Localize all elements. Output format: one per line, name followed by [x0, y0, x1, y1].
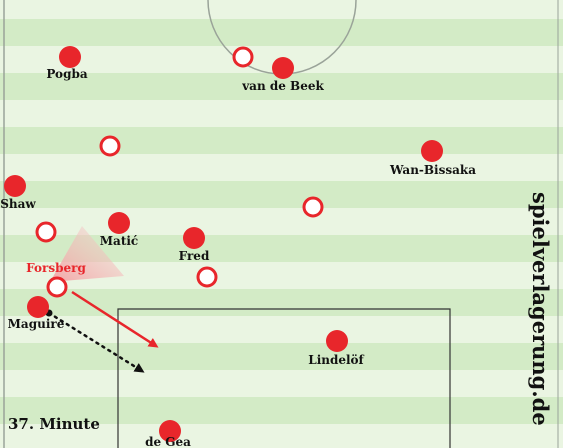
player-van-de-beek: van de Beek: [241, 57, 324, 93]
player-label: Shaw: [0, 197, 36, 211]
forsberg-run-arrow: [71, 290, 159, 348]
player-dot: [27, 296, 49, 318]
penalty-box: [117, 308, 451, 448]
player-lindeloef: Lindelöf: [308, 330, 365, 367]
player-dot: [272, 57, 294, 79]
player-dot: [59, 46, 81, 68]
player-forsberg: Forsberg: [26, 261, 86, 298]
grass-stripe: [0, 0, 563, 19]
player-fred: Fred: [179, 227, 210, 263]
grass-stripe: [0, 181, 563, 208]
grass-stripe: [0, 370, 563, 397]
grass-stripe: [0, 316, 563, 343]
player-wan-bissaka: Wan-Bissaka: [389, 140, 476, 177]
pressing-cone: [50, 226, 124, 282]
ball-path-arrow: [47, 311, 145, 373]
player-label: de Gea: [145, 435, 191, 448]
grass-stripe: [0, 343, 563, 370]
player-label: Pogba: [46, 67, 87, 81]
player-matic: Matić: [100, 212, 138, 248]
opponent-marker: [99, 135, 121, 157]
grass-stripe: [0, 208, 563, 235]
player-dot: [326, 330, 348, 352]
grass-stripe: [0, 127, 563, 154]
grass-stripe: [0, 424, 563, 448]
player-label: van de Beek: [241, 79, 324, 93]
player-label: Lindelöf: [308, 353, 364, 367]
watermark: spielverlagerung.de: [528, 192, 553, 426]
opponent-marker: [35, 221, 57, 243]
player-dot: [4, 175, 26, 197]
grass-stripe: [0, 19, 563, 46]
player-dot: [108, 212, 130, 234]
grass-stripe: [0, 100, 563, 127]
player-label: Matić: [100, 234, 138, 248]
opponent-marker: [302, 196, 324, 218]
opponent-marker: [232, 46, 254, 68]
minute-caption: 37. Minute: [8, 415, 100, 433]
player-shaw: Shaw: [0, 175, 36, 211]
player-label: Fred: [179, 249, 210, 263]
grass-stripe: [0, 289, 563, 316]
player-maguire: Maguire: [8, 296, 65, 331]
player-pogba: Pogba: [46, 46, 88, 81]
grass-stripe: [0, 397, 563, 424]
player-dot: [159, 420, 181, 442]
opponent-marker: [196, 266, 218, 288]
player-dot: [421, 140, 443, 162]
opponent-markers: [35, 46, 324, 288]
player-dot: [183, 227, 205, 249]
player-dot-hollow: [46, 276, 68, 298]
grass-stripe: [0, 154, 563, 181]
player-label: Maguire: [8, 317, 65, 331]
player-label: Wan-Bissaka: [389, 163, 476, 177]
player-de-gea: de Gea: [145, 420, 191, 448]
player-label-highlight: Forsberg: [26, 261, 86, 275]
